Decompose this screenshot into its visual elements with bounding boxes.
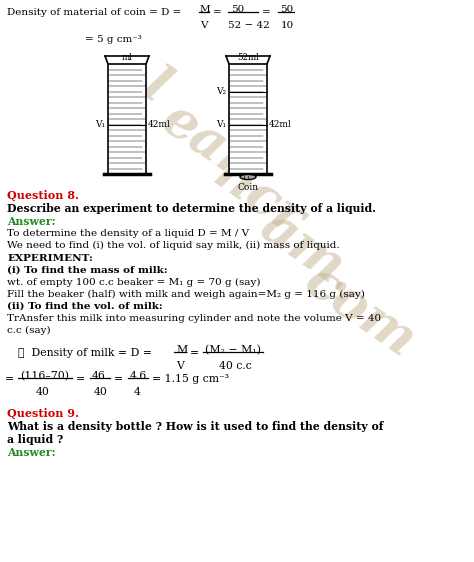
Text: 40: 40 xyxy=(94,387,108,397)
Text: ∴  Density of milk = D =: ∴ Density of milk = D = xyxy=(18,348,152,358)
Text: 42ml: 42ml xyxy=(269,120,292,129)
Text: What is a density bottle ? How is it used to find the density of: What is a density bottle ? How is it use… xyxy=(7,421,383,432)
Text: am.: am. xyxy=(251,200,369,304)
Text: =: = xyxy=(190,348,199,358)
Text: 52 − 42: 52 − 42 xyxy=(228,21,270,30)
Text: We need to find (i) the vol. of liquid say milk, (ii) mass of liquid.: We need to find (i) the vol. of liquid s… xyxy=(7,241,340,250)
Text: 52ml: 52ml xyxy=(237,53,259,62)
Text: wt. of empty 100 c.c beaker = M₁ g = 70 g (say): wt. of empty 100 c.c beaker = M₁ g = 70 … xyxy=(7,278,261,287)
Text: 50: 50 xyxy=(280,5,293,14)
Text: =: = xyxy=(76,374,85,384)
Text: (116–70): (116–70) xyxy=(20,371,69,381)
Text: (M₂ − M₁): (M₂ − M₁) xyxy=(205,345,261,355)
Text: 40 c.c: 40 c.c xyxy=(219,361,252,371)
Text: a liquid ?: a liquid ? xyxy=(7,434,63,445)
Text: 42ml: 42ml xyxy=(148,120,171,129)
Text: V₂: V₂ xyxy=(216,87,226,96)
Text: M: M xyxy=(200,5,210,14)
Text: V₁: V₁ xyxy=(95,120,105,129)
Text: 4: 4 xyxy=(134,387,141,397)
Text: l: l xyxy=(132,60,178,114)
Text: Question 8.: Question 8. xyxy=(7,190,79,201)
Text: =: = xyxy=(5,374,14,384)
Text: V: V xyxy=(200,21,208,30)
Text: ear: ear xyxy=(151,94,259,191)
Text: 46: 46 xyxy=(92,371,106,381)
Text: 40: 40 xyxy=(36,387,50,397)
Text: =: = xyxy=(262,8,271,17)
Text: Answer:: Answer: xyxy=(7,447,55,458)
Text: Coin: Coin xyxy=(237,183,258,192)
Text: (i) To find the mass of milk:: (i) To find the mass of milk: xyxy=(7,266,168,275)
Text: To determine the density of a liquid D = M / V: To determine the density of a liquid D =… xyxy=(7,229,249,238)
Text: = 5 g cm⁻³: = 5 g cm⁻³ xyxy=(85,35,142,44)
Text: EXPERIMENT:: EXPERIMENT: xyxy=(7,254,93,263)
Text: = 1.15 g cm⁻³: = 1.15 g cm⁻³ xyxy=(152,374,229,384)
Text: Fill the beaker (half) with milk and weigh again=M₂ g = 116 g (say): Fill the beaker (half) with milk and wei… xyxy=(7,290,365,299)
Text: ncr: ncr xyxy=(203,148,313,246)
Text: =: = xyxy=(114,374,123,384)
Text: V₁: V₁ xyxy=(216,120,226,129)
Text: V: V xyxy=(176,361,184,371)
Text: =: = xyxy=(213,8,222,17)
Text: M: M xyxy=(176,345,187,355)
Text: Density of material of coin = D =: Density of material of coin = D = xyxy=(7,8,182,17)
Text: Question 9.: Question 9. xyxy=(7,408,79,419)
Ellipse shape xyxy=(240,174,256,179)
Text: Answer:: Answer: xyxy=(7,216,55,227)
Text: Describe an experiment to determine the density of a liquid.: Describe an experiment to determine the … xyxy=(7,203,376,214)
Text: 50: 50 xyxy=(231,5,244,14)
Bar xyxy=(108,64,146,174)
Text: com: com xyxy=(295,256,425,368)
Text: TrAnsfer this milk into measuring cylinder and note the volume V = 40: TrAnsfer this milk into measuring cylind… xyxy=(7,314,381,323)
Bar xyxy=(229,64,267,174)
Text: 10: 10 xyxy=(281,21,294,30)
Text: 4.6: 4.6 xyxy=(130,371,147,381)
Text: (ii) To find the vol. of milk:: (ii) To find the vol. of milk: xyxy=(7,302,163,311)
Text: ml: ml xyxy=(121,53,132,62)
Text: c.c (say): c.c (say) xyxy=(7,326,51,335)
